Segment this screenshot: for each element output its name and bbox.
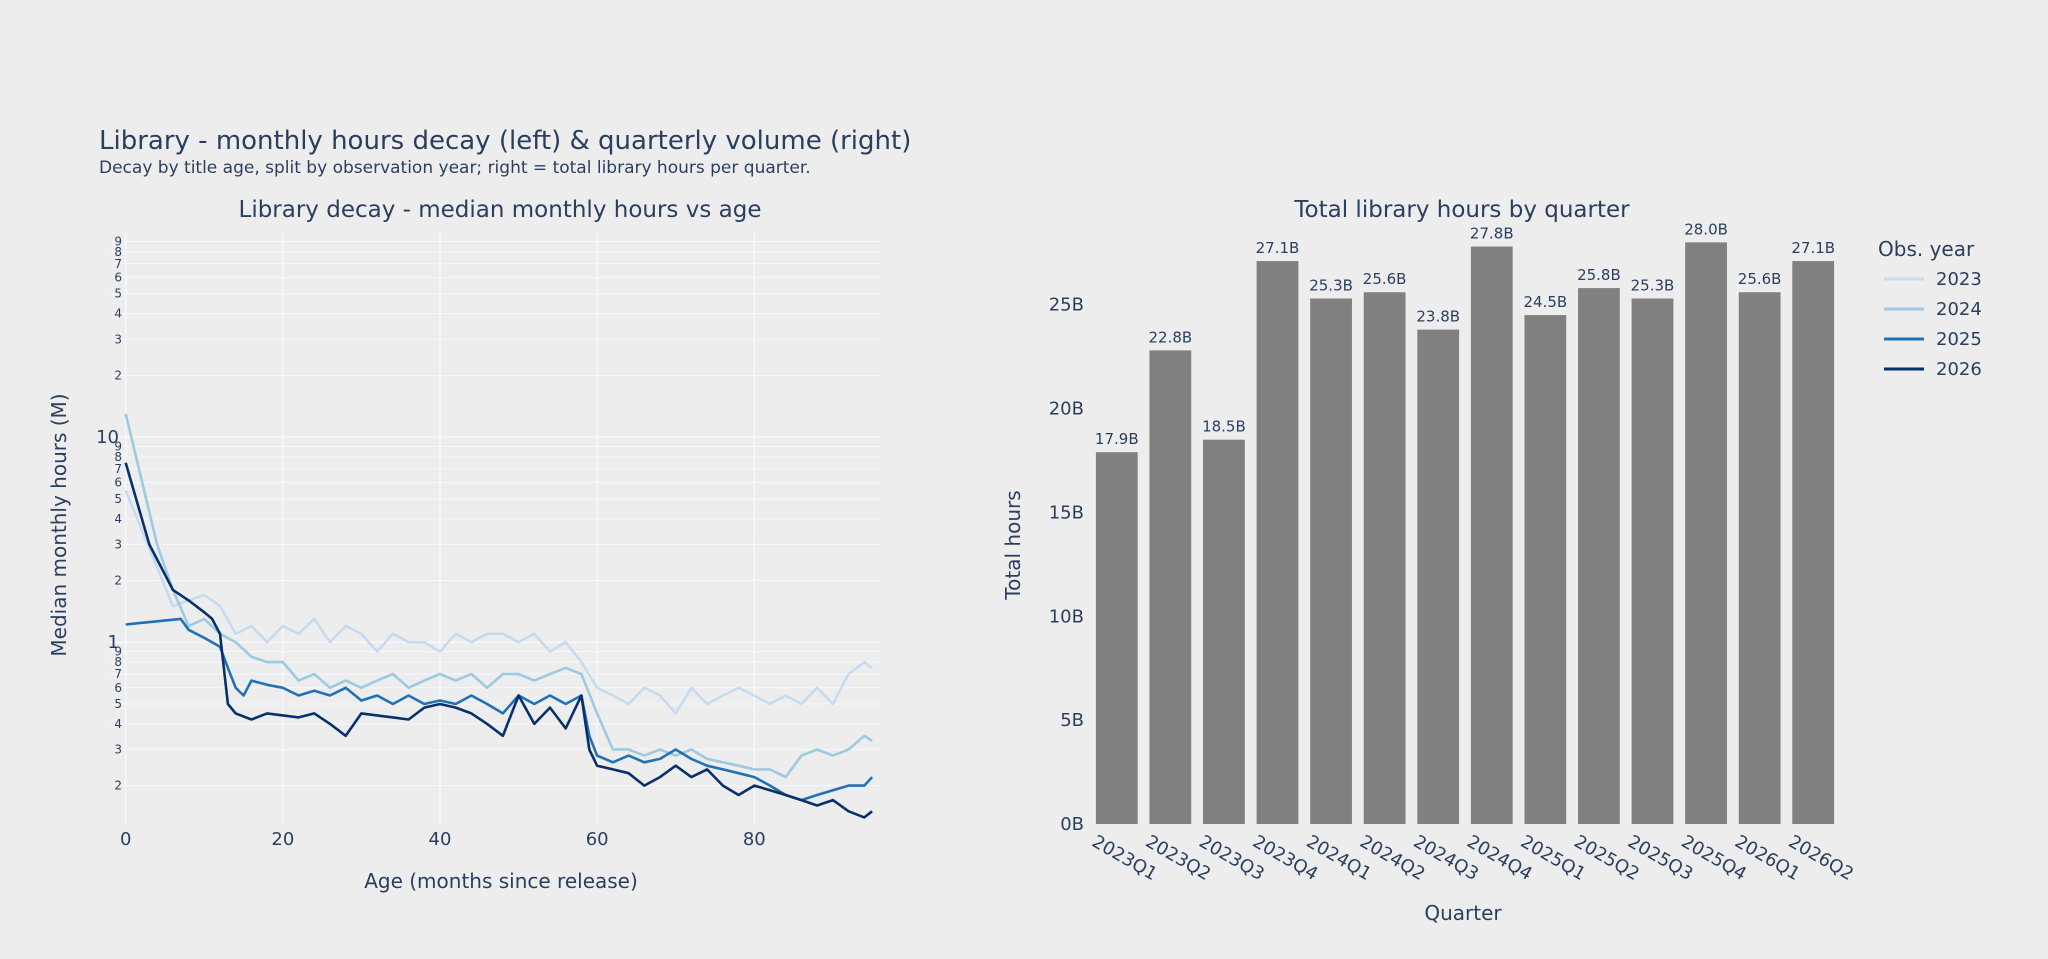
- decay-y-tick-label: 3: [114, 743, 122, 757]
- bar-2023Q4: [1256, 261, 1299, 824]
- bar-value-label: 25.8B: [1577, 266, 1621, 284]
- bar-value-label: 18.5B: [1202, 418, 1246, 436]
- legend-label: 2025: [1936, 329, 1982, 350]
- bar-2025Q2: [1578, 288, 1620, 824]
- legend-label: 2024: [1936, 299, 1982, 320]
- decay-y-tick-label: 2: [114, 368, 122, 382]
- legend-label: 2023: [1936, 269, 1982, 290]
- bar-value-label: 25.6B: [1738, 270, 1782, 288]
- decay-x-ticks: 0 20 40 60 80: [120, 829, 766, 850]
- bar-y-tick-label: 5B: [1060, 710, 1084, 731]
- series-line-2026: [124, 462, 873, 819]
- legend-item-2026[interactable]: 2026: [1884, 359, 1982, 380]
- decay-grid: [110, 232, 880, 824]
- legend: Obs. year 2023 2024 2025 2026: [1878, 237, 1982, 380]
- legend-item-2024[interactable]: 2024: [1884, 299, 1982, 320]
- decay-x-axis-title: Age (months since release): [364, 869, 638, 893]
- decay-y-tick-label: 10: [96, 427, 119, 448]
- bar-2024Q1: [1310, 298, 1352, 824]
- bar-value-label: 25.3B: [1631, 276, 1675, 294]
- bar-2023Q2: [1149, 350, 1192, 824]
- decay-y-tick-label: 7: [114, 257, 122, 271]
- bar-y-tick-label: 0B: [1060, 814, 1084, 835]
- legend-item-2023[interactable]: 2023: [1884, 269, 1982, 290]
- bar-value-label: 24.5B: [1524, 293, 1568, 311]
- bar-2026Q1: [1738, 292, 1781, 824]
- bar-y-tick-label: 20B: [1049, 399, 1084, 420]
- bar-value-label: 23.8B: [1416, 308, 1460, 326]
- decay-y-tick-label: 9: [114, 440, 122, 454]
- decay-y-tick-label: 5: [114, 492, 122, 506]
- bar-y-tick-label: 10B: [1049, 606, 1084, 627]
- decay-y-tick-label: 2: [114, 779, 122, 793]
- figure-subtitle: Decay by title age, split by observation…: [99, 158, 811, 178]
- decay-y-tick-label: 9: [114, 234, 122, 248]
- bar-value-label: 28.0B: [1684, 220, 1728, 238]
- bar-value-label: 17.9B: [1095, 430, 1139, 448]
- quarterly-bar-chart: Total library hours by quarter 17.9B 22.8…: [1001, 197, 1857, 925]
- series-line-2024: [124, 413, 873, 779]
- legend-label: 2026: [1936, 359, 1982, 380]
- bar-y-ticks: 0B 5B 10B 15B 20B 25B: [1049, 295, 1084, 835]
- bar-2025Q4: [1685, 242, 1727, 824]
- decay-y-tick-label: 6: [114, 681, 122, 695]
- decay-y-tick-label: 4: [114, 717, 122, 731]
- decay-x-tick-label: 0: [120, 829, 131, 850]
- bar-value-label: 25.6B: [1363, 270, 1407, 288]
- bar-value-label: 27.8B: [1470, 225, 1514, 243]
- bar-x-axis-title: Quarter: [1424, 901, 1502, 925]
- decay-y-tick-label: 8: [114, 655, 122, 669]
- decay-chart-title: Library decay - median monthly hours vs …: [239, 197, 762, 223]
- decay-y-tick-label: 2: [114, 573, 122, 587]
- legend-title: Obs. year: [1878, 237, 1975, 261]
- bar-2023Q1: [1095, 452, 1138, 824]
- bar-2024Q4: [1470, 246, 1513, 824]
- decay-y-tick-label: 6: [114, 476, 122, 490]
- bar-value-label: 27.1B: [1791, 239, 1835, 257]
- bar-marks: 17.9B 22.8B 18.5B 27.1B 25.3B 25.6B 23.8B 27.8B…: [1095, 220, 1835, 824]
- decay-series-lines: [124, 413, 874, 819]
- bar-y-axis-title: Total hours: [1001, 490, 1025, 600]
- decay-y-tick-label: 5: [114, 287, 122, 301]
- bar-value-label: 27.1B: [1256, 239, 1300, 257]
- decay-y-tick-label: 7: [114, 462, 122, 476]
- decay-y-tick-label: 3: [114, 332, 122, 346]
- bar-chart-title: Total library hours by quarter: [1293, 197, 1630, 223]
- series-line-2023: [124, 489, 873, 715]
- decay-x-tick-label: 60: [586, 829, 609, 850]
- bar-2025Q3: [1631, 298, 1674, 824]
- bar-2023Q3: [1203, 439, 1245, 824]
- decay-y-tick-label: 4: [114, 307, 122, 321]
- bar-2024Q2: [1363, 292, 1406, 824]
- decay-y-tick-label: 8: [114, 450, 122, 464]
- decay-y-tick-label: 3: [114, 537, 122, 551]
- decay-y-tick-label: 9: [114, 645, 122, 659]
- decay-y-tick-label: 6: [114, 271, 122, 285]
- series-line-2025: [125, 617, 874, 802]
- decay-y-tick-label: 4: [114, 512, 122, 526]
- bar-value-label: 25.3B: [1309, 276, 1353, 294]
- bar-2025Q1: [1524, 315, 1567, 824]
- decay-y-tick-label: 5: [114, 697, 122, 711]
- legend-item-2025[interactable]: 2025: [1884, 329, 1982, 350]
- bar-2026Q2: [1792, 261, 1835, 824]
- bar-x-ticks: 2023Q12023Q22023Q32023Q42024Q12024Q22024…: [1088, 831, 1857, 885]
- decay-line-chart: Library decay - median monthly hours vs …: [47, 197, 880, 893]
- decay-y-tick-label: 8: [114, 245, 122, 259]
- bar-value-label: 22.8B: [1149, 328, 1193, 346]
- decay-x-tick-label: 80: [743, 829, 766, 850]
- decay-y-tick-label: 7: [114, 667, 122, 681]
- decay-x-tick-label: 20: [271, 829, 294, 850]
- figure-title: Library - monthly hours decay (left) & q…: [99, 126, 911, 156]
- decay-y-axis-title: Median monthly hours (M): [47, 393, 71, 656]
- decay-x-tick-label: 40: [429, 829, 452, 850]
- bar-2024Q3: [1417, 329, 1460, 824]
- bar-y-tick-label: 15B: [1049, 502, 1084, 523]
- decay-y-tick-label: 1: [108, 632, 119, 653]
- bar-y-tick-label: 25B: [1049, 295, 1084, 316]
